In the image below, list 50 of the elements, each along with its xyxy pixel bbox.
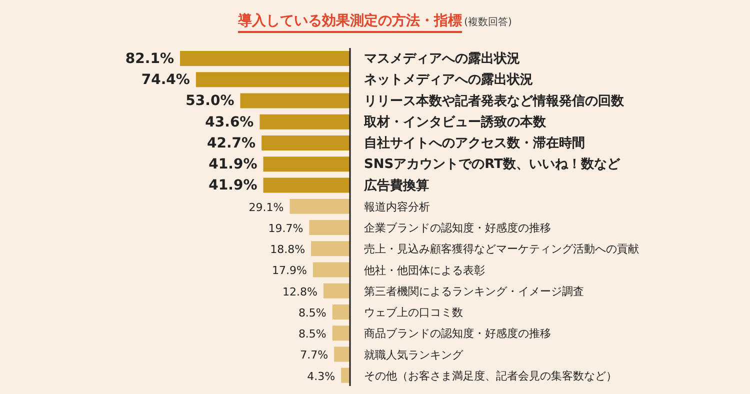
y-tick-label: SNSアカウントでのRT数、いいね！数など <box>364 157 621 172</box>
y-tick-label: リリース本数や記者発表など情報発信の回数 <box>364 92 625 109</box>
bar <box>196 72 350 88</box>
y-tick-label: 取材・インタビュー誘致の本数 <box>363 114 547 130</box>
bar <box>311 241 350 256</box>
chart-title: 導入している効果測定の方法・指標 <box>238 13 462 33</box>
data-label: 41.9% <box>208 178 258 194</box>
data-label: 41.9% <box>208 156 258 173</box>
y-tick-label: マスメディアへの露出状況 <box>364 52 520 67</box>
y-tick-label: 第三者機関によるランキング・イメージ調査 <box>364 284 584 298</box>
data-label: 18.8% <box>270 243 306 256</box>
text: (複数回答) <box>464 17 512 28</box>
y-tick-label: 企業ブランドの認知度・好感度の推移 <box>364 222 551 235</box>
y-tick-label: 他社・他団体による表彰 <box>364 264 485 277</box>
bar <box>332 326 350 341</box>
data-label: 8.5% <box>298 306 326 320</box>
data-label: 17.9% <box>272 264 307 278</box>
data-label: 42.7% <box>207 135 256 152</box>
bar <box>240 93 350 108</box>
data-label: 4.3% <box>307 370 336 383</box>
bar <box>260 114 350 130</box>
bar <box>263 178 350 193</box>
data-label: 12.8% <box>282 285 318 298</box>
y-tick-label: その他（お客さま満足度、記者会見の集客数など） <box>364 369 617 382</box>
bar <box>341 368 350 383</box>
y-tick-label: ウェブ上の口コミ数 <box>364 306 463 320</box>
data-label: 53.0% <box>186 93 234 110</box>
bar <box>263 156 350 172</box>
data-label: 74.4% <box>141 72 190 88</box>
data-label: 82.1% <box>125 50 174 67</box>
y-tick-label: 就職人気ランキング <box>364 348 464 362</box>
y-tick-label: 商品ブランドの認知度・好感度の推移 <box>364 327 551 340</box>
y-tick-label: ネットメディアへの露出状況 <box>364 72 533 88</box>
y-tick-label: 報道内容分析 <box>364 200 430 214</box>
data-label: 8.5% <box>298 328 326 341</box>
bar <box>312 262 350 278</box>
bar <box>262 135 350 150</box>
data-label: 43.6% <box>205 114 254 130</box>
data-label: 29.1% <box>248 200 284 214</box>
bar <box>323 283 350 298</box>
data-label: 7.7% <box>300 348 328 362</box>
bar <box>290 198 350 214</box>
bar <box>180 50 350 66</box>
y-tick-label: 自社サイトへのアクセス数・滞在時間 <box>364 135 585 152</box>
y-tick-label: 広告費換算 <box>363 177 429 194</box>
bar <box>309 220 350 235</box>
y-tick-label: 売上・見込み顧客獲得などマーケティング活動への貢献 <box>364 242 639 256</box>
bar <box>332 304 350 320</box>
bar <box>334 346 350 362</box>
data-label: 19.7% <box>268 222 304 235</box>
